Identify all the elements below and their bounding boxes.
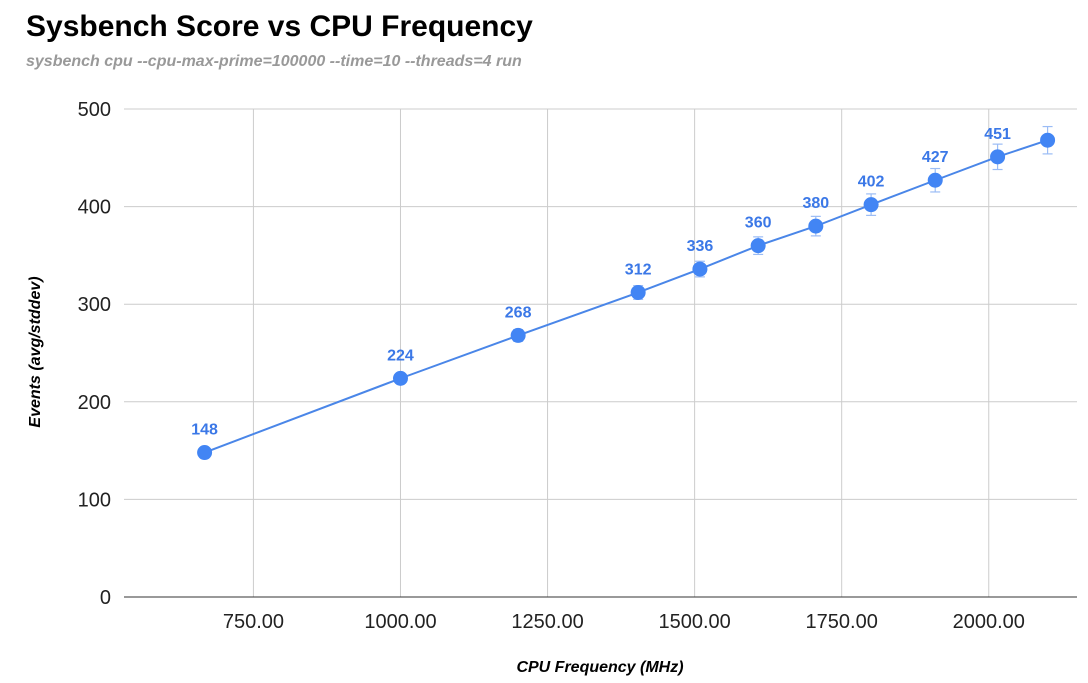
y-tick-label: 300 — [78, 294, 111, 316]
data-label: 224 — [387, 347, 414, 364]
data-label: 360 — [745, 215, 772, 232]
y-tick-label: 400 — [78, 197, 111, 219]
data-label: 268 — [505, 304, 532, 321]
chart-subtitle: sysbench cpu --cpu-max-prime=100000 --ti… — [26, 53, 522, 70]
data-labels: 148 224 268 312 336 360 380 402 427 451 — [191, 126, 1011, 439]
x-tick-label: 2000.00 — [953, 611, 1025, 633]
x-tick-label: 1250.00 — [511, 611, 583, 633]
data-label: 336 — [687, 238, 714, 255]
y-tick-label: 500 — [78, 99, 111, 121]
data-label: 402 — [858, 174, 885, 191]
data-point — [990, 149, 1006, 165]
y-tick-label: 200 — [78, 392, 111, 414]
grid-lines — [124, 108, 1077, 597]
series-line — [204, 139, 1048, 454]
data-label: 451 — [984, 126, 1011, 143]
data-label: 312 — [625, 261, 652, 278]
data-point — [510, 327, 526, 343]
data-label: 380 — [802, 195, 829, 212]
data-point — [808, 218, 824, 234]
y-tick-label: 100 — [78, 489, 111, 511]
data-point — [1040, 132, 1056, 148]
axes: 0 100 200 300 400 500 750.00 1000.00 1250.00 1500… — [78, 99, 1077, 633]
data-point — [927, 172, 943, 188]
x-tick-label: 1500.00 — [658, 611, 730, 633]
data-label: 148 — [191, 422, 218, 439]
data-point — [692, 261, 708, 277]
x-tick-label: 1750.00 — [806, 611, 878, 633]
data-point — [392, 370, 408, 386]
data-point — [197, 445, 213, 461]
y-axis-title: Events (avg/stddev) — [27, 276, 44, 427]
x-tick-label: 1000.00 — [364, 611, 436, 633]
x-axis-title: CPU Frequency (MHz) — [516, 659, 683, 676]
series-markers — [197, 125, 1056, 461]
y-tick-label: 0 — [100, 587, 111, 609]
data-point — [863, 197, 879, 213]
data-point — [630, 284, 646, 300]
data-point — [750, 238, 766, 254]
x-tick-label: 750.00 — [223, 611, 284, 633]
chart-title: Sysbench Score vs CPU Frequency — [26, 10, 533, 43]
data-label: 427 — [922, 149, 949, 166]
